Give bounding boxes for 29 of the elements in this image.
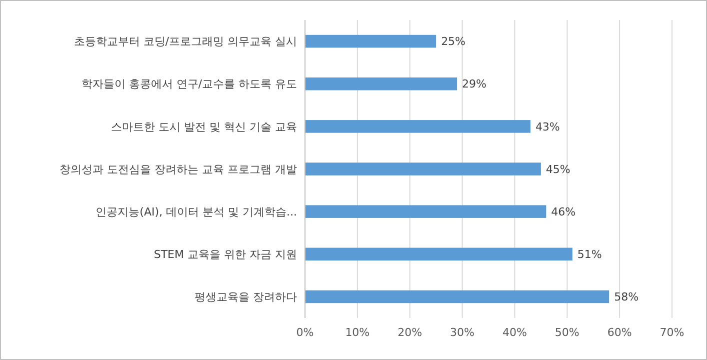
y-tick-label: STEM 교육을 위한 자금 지원 [154,248,297,261]
bar [305,77,458,90]
y-tick-label: 스마트한 도시 발전 및 혁신 기술 교육 [111,120,297,134]
data-label: 29% [462,78,486,91]
x-tick-label: 60% [607,326,632,339]
bar [305,120,530,133]
y-tick-label: 학자들이 홍콩에서 연구/교수를 하도록 유도 [81,78,297,91]
data-label: 46% [551,205,576,218]
bar [305,248,572,261]
x-tick-label: 50% [554,326,580,339]
data-label: 43% [535,120,560,134]
x-tick-label: 10% [345,326,370,339]
x-tick-label: 30% [450,326,475,339]
data-label: 25% [441,35,466,48]
y-tick-label: 인공지능(AI), 데이터 분석 및 기계학습... [96,205,297,218]
x-tick-label: 70% [660,326,684,339]
bar [305,162,541,176]
bar [305,34,436,48]
x-tick-label: 20% [398,326,422,339]
x-tick-label: 0% [296,326,314,339]
data-label: 51% [577,248,602,261]
y-tick-label: 평생교육을 장려하다 [194,290,297,304]
data-label: 45% [546,162,570,176]
y-tick-label: 창의성과 도전심을 장려하는 교육 프로그램 개발 [60,162,297,176]
y-tick-label: 초등학교부터 코딩/프로그래밍 의무교육 실시 [74,35,297,48]
x-tick-label: 40% [502,326,527,339]
data-label: 58% [614,290,639,304]
bar [305,290,610,304]
bar [305,205,546,218]
